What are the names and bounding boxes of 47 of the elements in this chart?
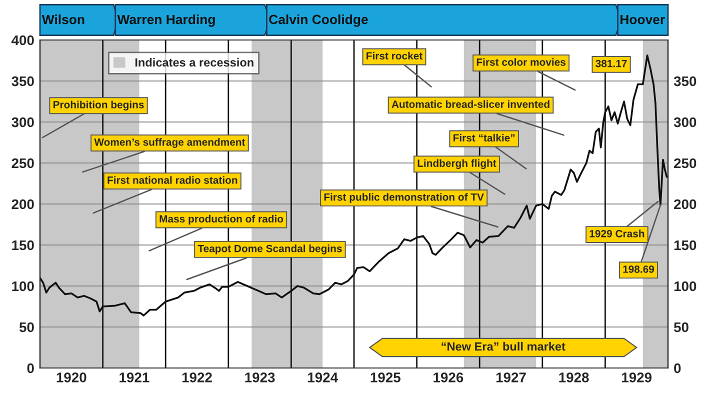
y2-tick-label: 300 bbox=[674, 117, 696, 128]
annotation: 198.69 bbox=[623, 265, 654, 273]
annotation: First color movies bbox=[476, 58, 566, 66]
y2-tick-label: 250 bbox=[674, 158, 696, 168]
y-tick-label: 0 bbox=[27, 363, 34, 374]
x-tick-label: 1924 bbox=[308, 372, 338, 382]
annotation: First national radio station bbox=[108, 176, 238, 184]
x-tick-label: 1922 bbox=[182, 372, 212, 382]
y-tick-label: 200 bbox=[12, 199, 34, 210]
x-tick-label: 1928 bbox=[559, 372, 589, 382]
text: Wilson bbox=[42, 14, 84, 24]
annotation: First public demonstration of TV bbox=[324, 193, 484, 203]
y-tick-label: 300 bbox=[12, 117, 34, 128]
annotation: Teapot Dome Scandal begins bbox=[198, 244, 342, 254]
y-tick-label: 400 bbox=[11, 35, 34, 46]
y2-tick-label: 200 bbox=[674, 199, 696, 210]
annotation: Lindbergh flight bbox=[418, 159, 496, 170]
annotation: First “talkie” bbox=[454, 134, 515, 142]
y2-tick-label: 150 bbox=[674, 240, 696, 250]
annotation: Mass production of radio bbox=[160, 214, 284, 225]
annotation: “New Era” bull market bbox=[442, 342, 566, 351]
annotation: First rocket bbox=[366, 52, 422, 60]
y-tick-label: 250 bbox=[12, 158, 34, 168]
y2-tick-label: 100 bbox=[674, 281, 696, 292]
annotation: Prohibition begins bbox=[53, 100, 144, 110]
y2-tick-label: 0 bbox=[674, 363, 681, 374]
x-tick-label: 1921 bbox=[120, 372, 150, 382]
text: Calvin Coolidge bbox=[269, 14, 368, 27]
annotation: 381.17 bbox=[596, 60, 627, 68]
annotation: Automatic bread-slicer invented bbox=[392, 100, 550, 108]
y-tick-label: 350 bbox=[12, 76, 34, 86]
band-label: Indicates a recession bbox=[135, 58, 254, 67]
x-tick-label: 1929 bbox=[622, 372, 652, 382]
y2-tick-label: 350 bbox=[674, 76, 696, 86]
y-tick-label: 150 bbox=[12, 240, 34, 250]
x-tick-label: 1925 bbox=[370, 372, 400, 382]
x-tick-label: 1926 bbox=[434, 372, 464, 382]
y-tick-label: 50 bbox=[19, 322, 34, 332]
y-tick-label: 100 bbox=[12, 281, 34, 292]
x-tick-label: 1927 bbox=[496, 372, 526, 382]
annotation: 1929 Crash bbox=[590, 230, 644, 238]
annotation: Women’s suffrage amendment bbox=[94, 138, 246, 148]
x-tick-label: 1920 bbox=[56, 372, 86, 382]
y2-tick-label: 50 bbox=[674, 322, 688, 332]
text: Warren Harding bbox=[117, 14, 215, 27]
text: Hoover bbox=[620, 14, 665, 24]
x-tick-label: 1923 bbox=[245, 372, 275, 382]
